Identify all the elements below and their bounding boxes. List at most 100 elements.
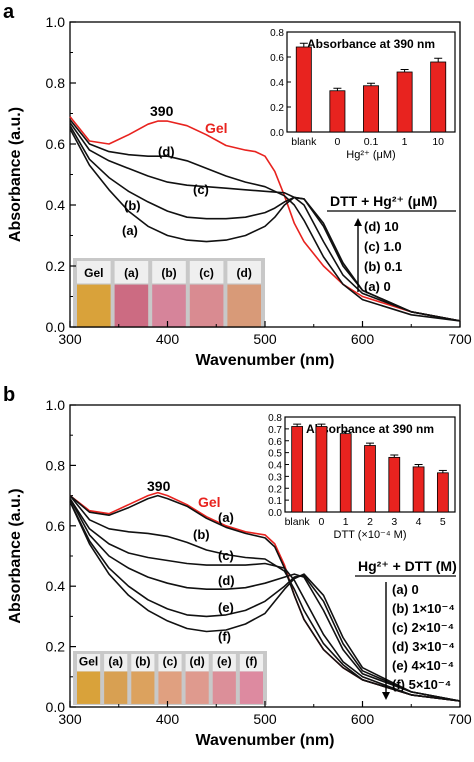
x-tick-label: 500: [253, 331, 277, 347]
inset-x-tick-label: 2: [367, 516, 373, 528]
vial-label-card: [212, 654, 236, 672]
vial-label-card: [189, 261, 224, 284]
photo-label: (f): [245, 655, 257, 669]
inset-x-tick-label: blank: [291, 136, 317, 148]
y-tick-label: 0.6: [46, 518, 66, 534]
inset-bar-chart: 0.00.10.20.30.40.50.60.70.8 Absorbance at…: [268, 413, 456, 541]
inset-y-tick-label: 0.6: [268, 437, 282, 448]
curve-label: (e): [218, 600, 234, 615]
series-line-d: [69, 498, 461, 702]
inset-x-axis-title: DTT (×10⁻⁴ M): [334, 529, 407, 541]
vial-label-card: [77, 654, 101, 672]
legend-title: Hg²⁺ + DTT (M): [358, 558, 457, 574]
series-line-b: [69, 495, 461, 702]
y-axis-title: Absorbance (a.u.): [7, 488, 24, 623]
legend-entry: (b) 1×10⁻⁴: [392, 601, 455, 616]
panel-a: a Gel (a) (b) (c) (d) 300 400 500 600 700 0.0 0.2 0.4…: [3, 1, 472, 369]
concentration-legend: DTT + Hg²⁺ (μM) (d) 10 (c) 1.0 (b) 0.1 (a) 0: [327, 193, 456, 294]
curve-label: (c): [218, 548, 234, 563]
inset-x-tick-label: 5: [440, 516, 446, 528]
inset-x-axis-title: Hg²⁺ (μM): [346, 149, 395, 161]
series-line-gel: [69, 116, 461, 322]
photo-label: Gel: [84, 266, 103, 280]
series-line-a: [69, 128, 461, 322]
curve-label: (b): [124, 198, 141, 213]
inset-bar: [291, 426, 304, 513]
vial-label-card: [152, 261, 186, 284]
y-tick-label: 0.2: [46, 639, 66, 655]
y-tick-label: 0.0: [46, 319, 66, 335]
inset-y-tick-label: 0.2: [268, 484, 282, 495]
sample-vial: [114, 284, 149, 327]
series-line-f: [69, 501, 461, 702]
inset-bar: [295, 46, 312, 133]
curve-label: (a): [122, 223, 138, 238]
photo-label: (c): [199, 266, 214, 280]
inset-x-tick-label: 3: [391, 516, 397, 528]
x-axis-title: Wavenumber (nm): [196, 732, 335, 749]
vial-label-card: [239, 654, 263, 672]
sample-vial: [239, 671, 263, 704]
curve-label: (b): [193, 527, 210, 542]
photo-label: (a): [124, 266, 139, 280]
sample-vial: [131, 671, 155, 704]
y-tick-label: 0.4: [46, 578, 66, 594]
sample-vial: [152, 284, 186, 327]
curve-label: (d): [158, 144, 175, 159]
series-line-d: [69, 119, 461, 322]
y-tick-label: 0.6: [46, 136, 66, 152]
inset-y-tick-label: 0.3: [268, 472, 282, 483]
legend-entry: (a) 0: [364, 279, 391, 294]
x-tick-label: 300: [58, 331, 82, 347]
peak-label: 390: [147, 478, 171, 494]
inset-bar: [412, 466, 425, 513]
x-tick-label: 700: [448, 711, 472, 727]
inset-y-tick-label: 0.8: [268, 413, 282, 424]
peak-label: 390: [150, 103, 174, 119]
x-axis-title: Wavenumber (nm): [196, 352, 335, 369]
photo-label: (a): [108, 655, 123, 669]
inset-bar: [388, 456, 401, 513]
sample-vial: [212, 671, 236, 704]
photo-label: (e): [217, 655, 232, 669]
inset-bar: [430, 61, 447, 133]
inset-y-tick-label: 0.4: [268, 461, 282, 472]
curve-label: (d): [218, 573, 235, 588]
inset-x-tick-label: 10: [432, 136, 444, 148]
inset-bar: [363, 85, 379, 133]
y-tick-label: 0.8: [46, 457, 66, 473]
curve-label: (f): [218, 629, 231, 644]
inset-bar: [436, 472, 449, 513]
inset-bar: [315, 426, 328, 513]
photo-label: (d): [189, 655, 204, 669]
inset-x-tick-label: 4: [416, 516, 422, 528]
panel-label: a: [3, 1, 15, 23]
inset-bar-chart: 0.0 0.2 0.4 0.6 0.8 Absorbance at 390 nm blank…: [270, 28, 456, 161]
spectra: [69, 116, 461, 322]
y-tick-label: 0.2: [46, 258, 66, 274]
y-tick-label: 0.4: [46, 197, 66, 213]
inset-y-tick-label: 0.1: [268, 496, 282, 507]
x-tick-label: 600: [351, 331, 375, 347]
legend-title: DTT + Hg²⁺ (μM): [330, 193, 437, 209]
inset-y-tick-label: 0.5: [268, 449, 282, 460]
inset-bar: [364, 445, 376, 513]
spectra: [69, 491, 461, 702]
vial-label-card: [104, 654, 128, 672]
vial-label-card: [131, 654, 155, 672]
inset-y-tick-label: 0.6: [270, 53, 284, 64]
inset-x-tick-label: 0: [334, 136, 340, 148]
series-line-e: [69, 501, 461, 702]
panel-label: b: [3, 384, 15, 406]
legend-entry: (c) 2×10⁻⁴: [392, 620, 454, 635]
inset-x-tick-label: 0.1: [364, 136, 379, 148]
inset-y-tick-label: 0.0: [268, 508, 282, 519]
sample-vial: [189, 284, 224, 327]
inset-y-tick-label: 0.7: [268, 425, 282, 436]
vial-label-card: [227, 261, 261, 284]
concentration-legend: Hg²⁺ + DTT (M) (a) 0 (b) 1×10⁻⁴ (c) 2×10⁻⁴ (…: [355, 558, 457, 700]
sample-vial: [185, 671, 209, 704]
inset-bar: [396, 71, 413, 133]
legend-entry: (e) 4×10⁻⁴: [392, 658, 454, 673]
